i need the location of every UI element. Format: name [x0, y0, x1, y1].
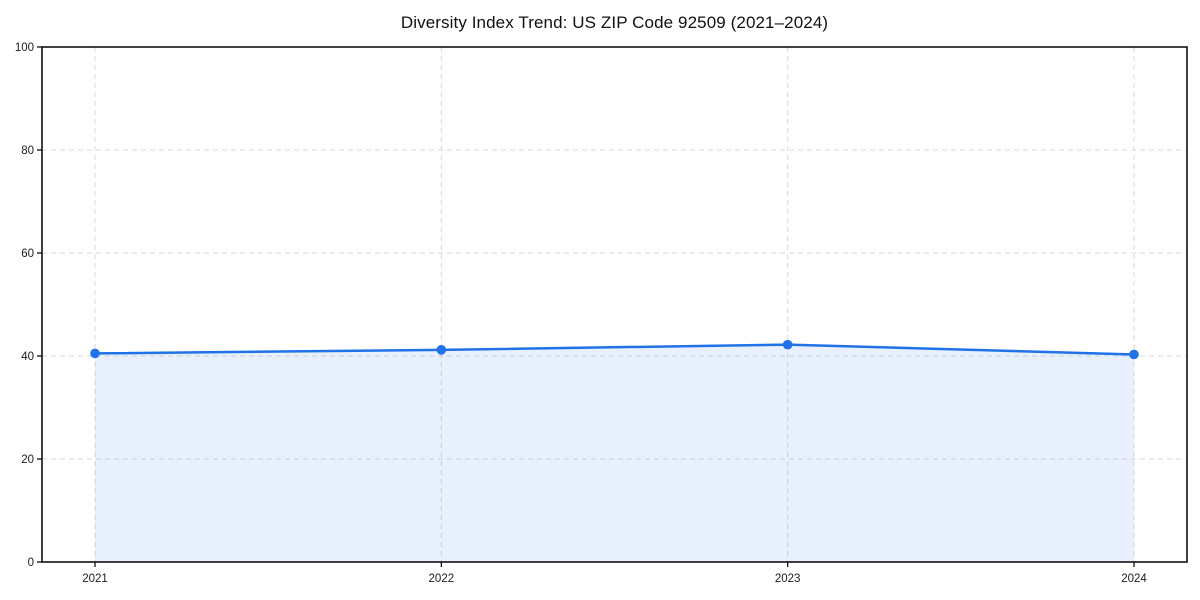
y-tick-label-100: 100 — [15, 42, 34, 54]
x-tick-label-2023: 2023 — [775, 573, 801, 585]
data-point-2022 — [436, 345, 447, 355]
data-point-2024 — [1129, 349, 1139, 360]
chart-title: Diversity Index Trend: US ZIP Code 92509… — [400, 13, 829, 32]
y-tick-label-0: 0 — [28, 557, 34, 569]
y-tick-label-80: 80 — [21, 145, 34, 157]
y-tick-label-20: 20 — [21, 454, 34, 466]
y-tick-label-60: 60 — [21, 248, 34, 260]
plot-border — [41, 46, 1188, 563]
x-tick-label-2024: 2024 — [1121, 573, 1147, 585]
x-tick-label-2021: 2021 — [82, 573, 108, 585]
data-point-2023 — [782, 339, 793, 350]
x-tick-label-2022: 2022 — [429, 573, 455, 585]
area-fill — [95, 344, 1134, 562]
y-tick-label-40: 40 — [21, 351, 34, 363]
data-point-2021 — [90, 348, 100, 359]
trend-line — [93, 343, 1136, 356]
